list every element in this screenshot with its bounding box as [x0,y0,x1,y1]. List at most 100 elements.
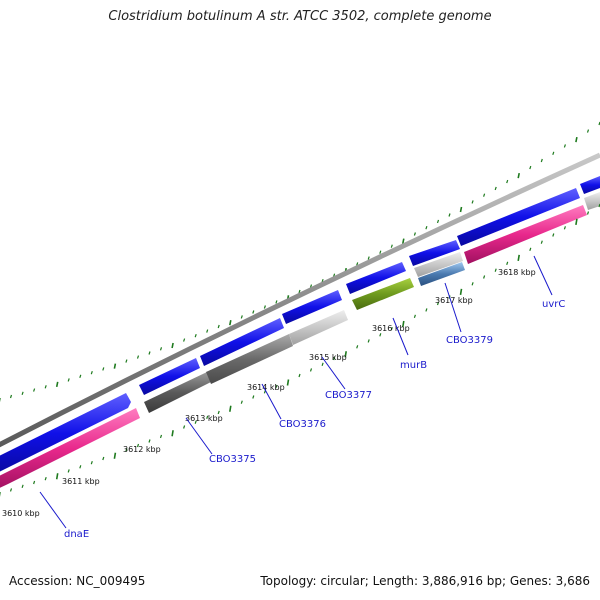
inner-tick-minor [413,314,416,318]
outer-tick-major [459,206,463,213]
inner-tick-minor [194,420,197,424]
gene-labels: dnaE CBO3375 CBO3376 CBO3377 murB CBO337… [64,299,565,540]
gene-arrow-CBO3376 [206,334,293,384]
gene-label-CBO3376[interactable]: CBO3376 [279,419,326,430]
outer-tick-minor [159,347,163,351]
leader-line-dnaE [39,491,67,529]
leader-line-uvrC [533,255,553,296]
outer-tick-minor [413,232,416,236]
leader-line-CBO3377 [321,356,346,390]
outer-tick-minor [90,371,93,375]
leader-line-murB [392,317,409,356]
outer-tick-major [55,381,59,388]
gene-arrow-uvrC [464,205,587,264]
inner-tick-major [402,320,405,328]
outer-tick-minor [275,300,278,304]
inner-tick-minor [33,480,36,485]
outer-tick-minor [494,186,497,191]
outer-tick-minor [263,305,266,309]
outer-tick-minor [79,374,82,378]
scale-label: 3613 kbp [185,414,223,423]
inner-tick-minor [102,456,105,461]
inner-tick-minor [540,240,543,244]
inner-tick-minor [252,395,255,399]
forward-cds-arrow [200,318,284,366]
gene-label-dnaE[interactable]: dnaE [64,529,89,540]
inner-tick-major [344,351,347,358]
genome-backbone [0,152,600,448]
inner-tick-minor [183,425,186,429]
outer-tick-minor [367,256,370,260]
outer-tick-minor [390,244,393,248]
outer-tick-major [402,238,405,244]
inner-scale-ticks [0,203,600,497]
gene-label-CBO3379[interactable]: CBO3379 [446,335,493,346]
inner-tick-minor [471,282,474,286]
inner-tick-minor [379,333,382,337]
inner-tick-minor [206,415,209,419]
outer-tick-minor [44,385,47,389]
scale-label: 3615 kbp [309,353,347,362]
leader-line-CBO3375 [185,417,213,455]
outer-tick-minor [21,391,24,395]
outer-tick-minor [540,158,543,163]
reverse-strand-track [0,192,600,488]
gene-label-uvrC[interactable]: uvrC [542,299,565,310]
scale-label: 3611 kbp [62,477,100,486]
forward-cds-arrow [580,176,600,194]
scale-label: 3616 kbp [372,324,410,333]
gene-arrow-murB [352,278,414,310]
inner-tick-major [459,288,463,296]
inner-tick-major [517,254,520,262]
outer-tick-major [517,172,520,179]
outer-tick-minor [586,129,590,133]
outer-tick-minor [425,226,428,230]
outer-tick-minor [33,388,36,392]
gene-label-murB[interactable]: murB [400,360,427,371]
inner-tick-minor [586,211,590,215]
outer-tick-minor [552,151,555,155]
inner-tick-minor [367,339,370,343]
inner-tick-major [55,473,59,480]
outer-tick-minor [125,359,128,363]
outer-tick-minor [436,219,440,224]
outer-tick-minor [252,310,255,314]
outer-tick-major [229,320,232,326]
inner-tick-minor [506,261,509,265]
gene-arrow-CBO3379-b [418,262,465,286]
forward-cds-arrow [0,393,131,472]
outer-scale-ticks [0,121,600,403]
outer-tick-minor [9,394,13,399]
inner-tick-minor [148,439,151,443]
outer-tick-minor [183,338,186,342]
map-title: Clostridium botulinum A str. ATCC 3502, … [108,9,492,24]
scale-label: 3612 kbp [123,445,161,454]
gene-leader-lines [39,255,553,529]
outer-tick-minor [206,329,209,333]
forward-cds-arrow [346,262,406,294]
inner-tick-minor [321,362,324,366]
inner-tick-minor [390,327,393,331]
accession-text: Accession: NC_009495 [9,574,146,588]
inner-tick-minor [356,345,359,349]
leader-line-CBO3376 [261,383,282,420]
inner-tick-minor [309,368,313,372]
outer-tick-minor [309,284,313,288]
outer-tick-major [171,342,174,349]
outer-tick-minor [379,250,382,254]
inner-tick-minor [9,488,13,492]
gene-arrow-CBO3379 [414,252,463,277]
inner-tick-minor [67,469,70,473]
inner-tick-minor [240,400,243,404]
forward-cds-arrow [139,358,200,395]
gene-label-CBO3377[interactable]: CBO3377 [325,390,372,401]
outer-tick-minor [102,367,105,371]
gene-label-CBO3375[interactable]: CBO3375 [209,454,256,465]
genome-summary-text: Topology: circular; Length: 3,886,916 bp… [260,574,590,588]
inner-tick-minor [79,465,82,469]
forward-cds-arrow [409,240,460,266]
outer-tick-minor [136,355,140,359]
scale-label: 3610 kbp [2,509,40,518]
